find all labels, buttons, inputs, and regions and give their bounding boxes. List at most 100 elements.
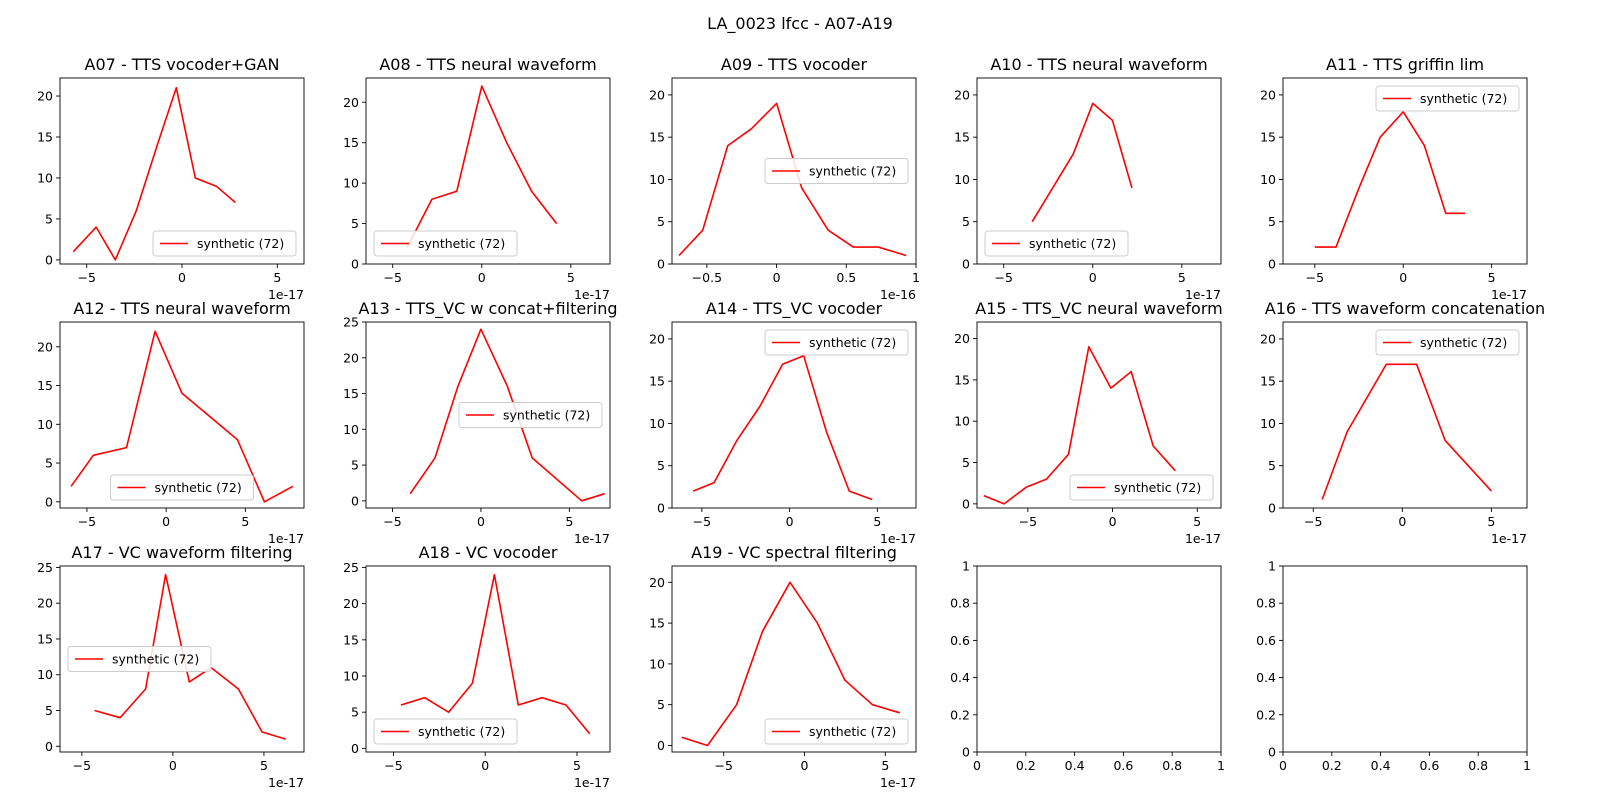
legend: synthetic (72) (764, 158, 909, 184)
y-tick-label: 0.8 (950, 596, 970, 611)
x-tick-label: 5 (241, 514, 249, 529)
y-tick-label: 10 (954, 414, 970, 429)
y-tick-label: 0 (351, 741, 359, 756)
x-tick-label: 0 (162, 514, 170, 529)
y-tick-label: 10 (343, 176, 359, 191)
legend-label: synthetic (72) (1420, 335, 1507, 350)
legend-label: synthetic (72) (809, 335, 896, 350)
y-tick-label: 15 (954, 130, 970, 145)
x-tick-label: 0.6 (1419, 758, 1439, 773)
y-tick-label: 5 (45, 456, 53, 471)
y-tick-label: 15 (343, 386, 359, 401)
y-tick-label: 10 (649, 656, 665, 671)
y-tick-label: 0 (657, 501, 665, 516)
y-tick-label: 5 (1268, 214, 1276, 229)
subplot-10: A16 - TTS waveform concatenation −5 0 5 0 5 10… (1260, 299, 1545, 546)
subplot-title: A10 - TTS neural waveform (990, 55, 1207, 74)
x-tick-label: 5 (567, 270, 575, 285)
x-tick-label: 1 (912, 270, 920, 285)
subplot-14: 0 0.2 0.4 0.6 0.8 1 0 0.2 0.4 0.6 0.8 1 (950, 559, 1225, 774)
y-tick-label: 1 (1268, 559, 1276, 574)
series-line (409, 328, 605, 502)
y-tick-label: 20 (343, 95, 359, 110)
y-tick-label: 20 (954, 87, 970, 102)
y-tick-label: 0.6 (950, 633, 970, 648)
series-line (70, 330, 294, 503)
legend-box (764, 158, 909, 184)
y-tick-label: 0 (657, 738, 665, 753)
y-tick-label: 20 (1260, 87, 1276, 102)
y-tick-label: 5 (962, 455, 970, 470)
legend-box (373, 718, 518, 745)
x-tick-label: −5 (1304, 514, 1322, 529)
x-tick-label: 0 (178, 270, 186, 285)
x-offset-label: 1e-17 (880, 775, 916, 790)
legend: synthetic (72) (764, 718, 909, 745)
y-tick-label: 15 (37, 378, 53, 393)
y-tick-label: 10 (37, 170, 53, 185)
subplot-title: A11 - TTS griffin lim (1326, 55, 1484, 74)
x-tick-label: 0 (786, 514, 794, 529)
x-tick-label: 0.2 (1322, 758, 1342, 773)
y-tick-label: 5 (657, 458, 665, 473)
x-tick-label: 0 (477, 514, 485, 529)
y-tick-label: 0.4 (1256, 670, 1276, 685)
y-tick-label: 15 (37, 631, 53, 646)
y-tick-label: 20 (343, 596, 359, 611)
legend: synthetic (72) (152, 230, 297, 257)
y-tick-label: 5 (1268, 458, 1276, 473)
legend: synthetic (72) (373, 230, 518, 257)
subplot-1: A07 - TTS vocoder+GAN −5 0 5 0 5 10 15 20 1e-17 sy… (37, 55, 305, 302)
subplot-6: A12 - TTS neural waveform −5 0 5 0 5 10 15 20 1e-… (37, 299, 305, 546)
x-tick-label: 0.4 (1371, 758, 1391, 773)
y-tick-label: 25 (343, 560, 359, 575)
legend-box (67, 646, 212, 672)
x-tick-label: 0 (1109, 514, 1117, 529)
legend: synthetic (72) (67, 646, 212, 672)
x-tick-label: 0.8 (1468, 758, 1488, 773)
x-tick-label: −0.5 (692, 270, 722, 285)
subplot-title: A07 - TTS vocoder+GAN (85, 55, 280, 74)
x-tick-label: −5 (77, 270, 95, 285)
y-tick-label: 0 (962, 257, 970, 272)
legend-label: synthetic (72) (1029, 236, 1116, 251)
y-tick-label: 0 (351, 257, 359, 272)
legend: synthetic (72) (1069, 474, 1214, 501)
x-offset-label: 1e-17 (574, 531, 610, 546)
x-tick-label: 5 (1487, 514, 1495, 529)
x-tick-label: 0.8 (1162, 758, 1182, 773)
subplot-15: 0 0.2 0.4 0.6 0.8 1 0 0.2 0.4 0.6 0.8 1 (1256, 559, 1531, 774)
series-line (983, 345, 1176, 505)
x-tick-label: 5 (1178, 270, 1186, 285)
y-tick-label: 0 (45, 252, 53, 267)
subplot-8: A14 - TTS_VC vocoder −5 0 5 0 5 10 15 20 1e-17 syn… (649, 299, 917, 546)
series-line (1321, 363, 1492, 500)
y-tick-label: 0 (962, 496, 970, 511)
subplot-11: A17 - VC waveform filtering −5 0 5 0 5 10 15 20 2… (37, 543, 305, 790)
subplot-5: A11 - TTS griffin lim −5 0 5 0 5 10 15 20 1e-17 sy… (1260, 55, 1528, 302)
subplot-title: A14 - TTS_VC vocoder (706, 299, 883, 319)
y-tick-label: 0 (45, 739, 53, 754)
y-tick-label: 5 (657, 697, 665, 712)
y-tick-label: 15 (649, 616, 665, 631)
subplot-title: A12 - TTS neural waveform (73, 299, 290, 318)
subplot-3: A09 - TTS vocoder−0.5 0 0.5 1051015201e-16s… (649, 55, 920, 302)
y-tick-label: 20 (37, 339, 53, 354)
axes-frame (59, 321, 305, 509)
subplot-13: A19 - VC spectral filtering −5 0 5 0 5 10 15 20 1… (649, 543, 917, 790)
x-offset-label: 1e-17 (1185, 287, 1221, 302)
legend-box (1069, 474, 1214, 501)
axes-frame (59, 565, 305, 753)
x-tick-label: −5 (383, 270, 401, 285)
x-tick-label: 0.2 (1016, 758, 1036, 773)
y-tick-label: 10 (343, 669, 359, 684)
series-line (72, 87, 236, 261)
legend-box (764, 718, 909, 745)
x-tick-label: 0 (1399, 270, 1407, 285)
axes-frame (671, 565, 917, 753)
y-tick-label: 20 (649, 575, 665, 590)
axes-frame (1282, 77, 1528, 265)
legend-label: synthetic (72) (197, 236, 284, 251)
subplot-title: A17 - VC waveform filtering (71, 543, 292, 562)
subplot-9: A15 - TTS_VC neural waveform −5 0 5 0 5 10 15 20… (954, 299, 1223, 546)
